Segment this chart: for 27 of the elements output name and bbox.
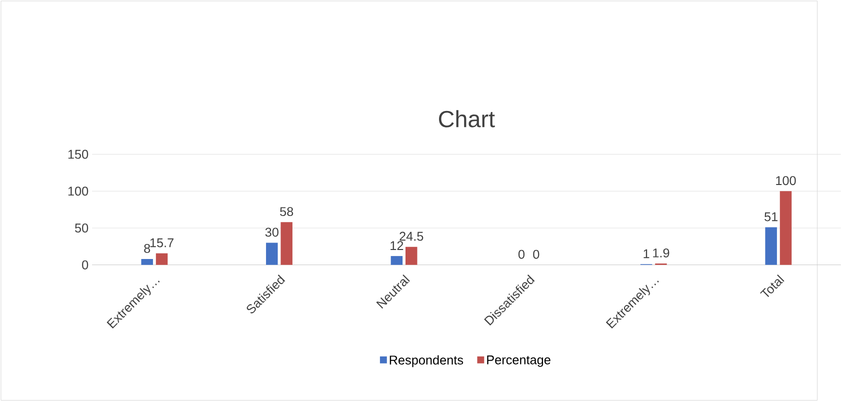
bar: [390, 256, 403, 265]
data-label: 12: [390, 240, 404, 250]
bar: [765, 227, 777, 265]
bar: [280, 222, 292, 265]
data-label: 8: [144, 244, 150, 253]
data-label: 100: [776, 176, 796, 185]
data-label: 58: [280, 206, 294, 216]
data-label: 15.7: [150, 238, 174, 248]
bar: [156, 253, 168, 265]
data-label: 0: [518, 250, 525, 259]
chart-title: Chart: [439, 110, 495, 128]
y-tick-label: 150: [68, 150, 88, 159]
data-label: 1.9: [653, 248, 670, 258]
y-tick-label: 50: [75, 223, 88, 232]
data-label: 24.5: [400, 232, 424, 241]
legend-label: Respondents: [390, 355, 464, 367]
data-label: 0: [533, 250, 540, 259]
y-tick-label: 0: [82, 260, 88, 270]
data-label: 51: [764, 212, 778, 222]
data-label: 30: [265, 228, 278, 237]
bar: [266, 242, 278, 265]
bar: [780, 191, 792, 265]
bar: [405, 246, 418, 265]
data-label: 1: [644, 249, 650, 258]
y-tick-label: 100: [68, 186, 88, 196]
legend-label: Percentage: [487, 355, 550, 367]
bar: [141, 258, 153, 265]
